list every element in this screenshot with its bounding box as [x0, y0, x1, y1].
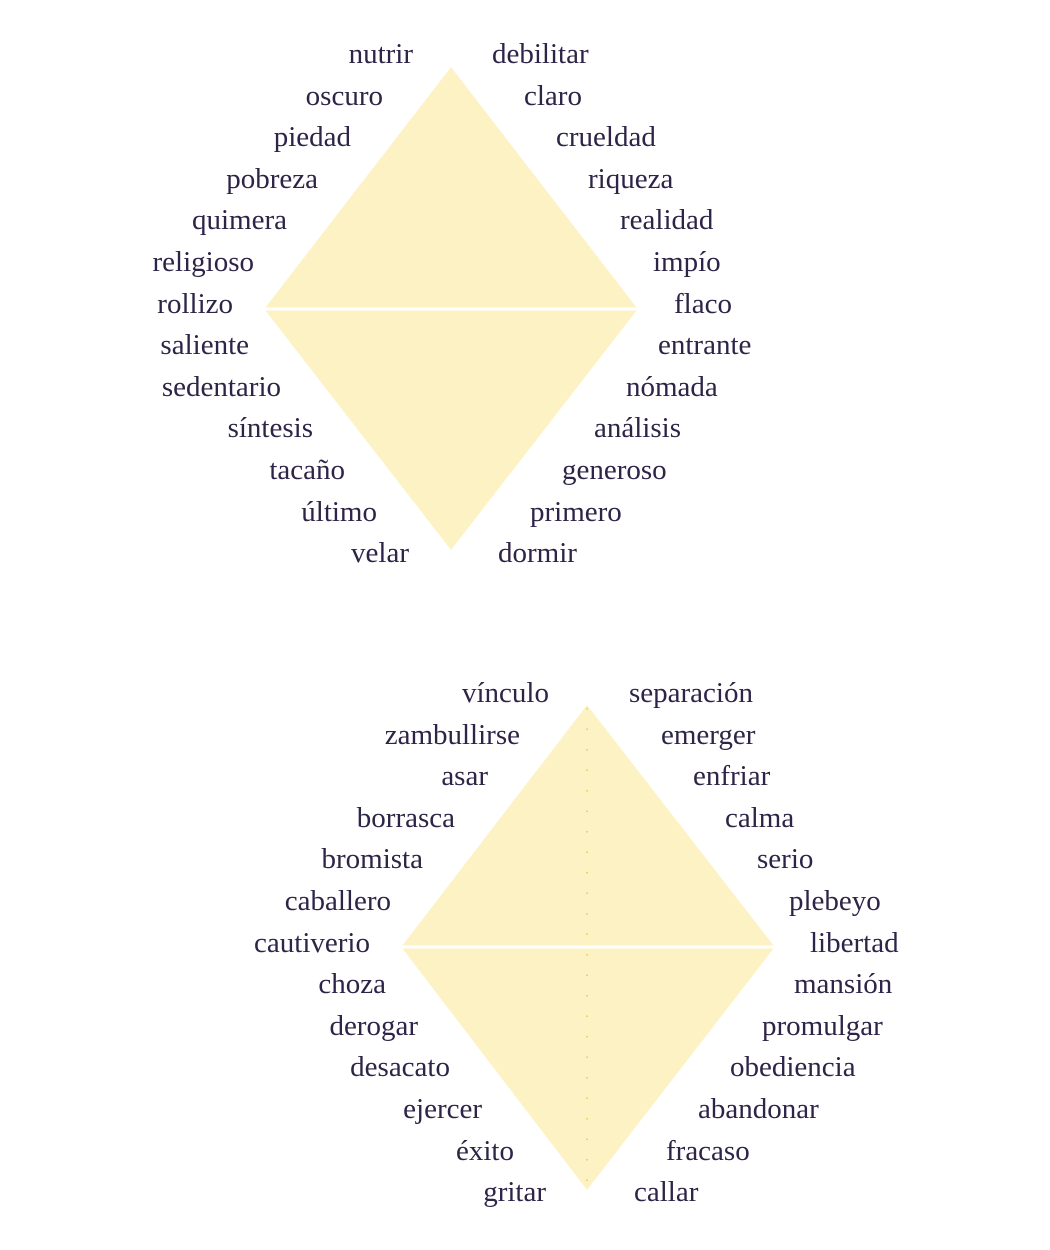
left-word: piedad: [273, 121, 351, 154]
left-word: asar: [441, 760, 488, 793]
left-word: choza: [318, 968, 386, 1001]
right-word: flaco: [674, 287, 732, 320]
left-word: desacato: [350, 1051, 450, 1084]
right-word: emerger: [661, 718, 756, 751]
right-word: riqueza: [588, 162, 674, 195]
left-word: oscuro: [305, 79, 383, 112]
right-word: plebeyo: [789, 885, 881, 917]
right-word: serio: [757, 843, 814, 876]
left-word: ejercer: [403, 1093, 482, 1125]
right-word: obediencia: [730, 1051, 856, 1084]
right-word: dormir: [498, 537, 577, 570]
left-word: síntesis: [227, 412, 313, 445]
left-word: rollizo: [157, 287, 233, 320]
right-word: separación: [629, 677, 753, 709]
upper-triangle: [265, 67, 637, 308]
left-word: caballero: [284, 885, 391, 917]
right-word: debilitar: [492, 38, 589, 70]
right-word: calma: [725, 801, 795, 834]
right-word: impío: [653, 246, 721, 278]
left-word: derogar: [329, 1009, 418, 1042]
left-word: vínculo: [462, 677, 549, 709]
right-word: claro: [524, 79, 582, 112]
left-word: zambullirse: [384, 718, 520, 751]
left-word: cautiverio: [254, 926, 370, 959]
right-word: callar: [634, 1176, 699, 1209]
left-word: saliente: [160, 329, 249, 362]
left-word: pobreza: [226, 162, 318, 195]
right-word: nómada: [626, 370, 718, 403]
right-word: primero: [530, 495, 622, 528]
right-word: fracaso: [666, 1134, 750, 1167]
left-word: bromista: [321, 843, 424, 876]
right-word: realidad: [620, 204, 714, 237]
left-word: tacaño: [269, 454, 345, 486]
left-word: éxito: [456, 1134, 514, 1167]
left-word: velar: [351, 537, 409, 570]
right-word: análisis: [594, 412, 681, 445]
left-word: sedentario: [161, 370, 281, 403]
left-word: quimera: [191, 204, 287, 237]
right-word: abandonar: [698, 1093, 819, 1125]
left-word: religioso: [152, 246, 255, 278]
left-word: nutrir: [348, 38, 413, 70]
lower-triangle: [265, 310, 637, 550]
lower-triangle: [402, 948, 774, 1190]
right-word: generoso: [562, 454, 667, 486]
right-word: entrante: [658, 329, 752, 362]
right-word: mansión: [794, 968, 893, 1001]
right-word: crueldad: [556, 121, 656, 154]
right-word: libertad: [810, 926, 899, 959]
left-word: gritar: [483, 1176, 546, 1209]
right-word: enfriar: [693, 760, 771, 793]
left-word: borrasca: [356, 801, 455, 834]
upper-triangle: [402, 705, 774, 946]
left-word: último: [301, 495, 377, 528]
right-word: promulgar: [762, 1009, 883, 1042]
